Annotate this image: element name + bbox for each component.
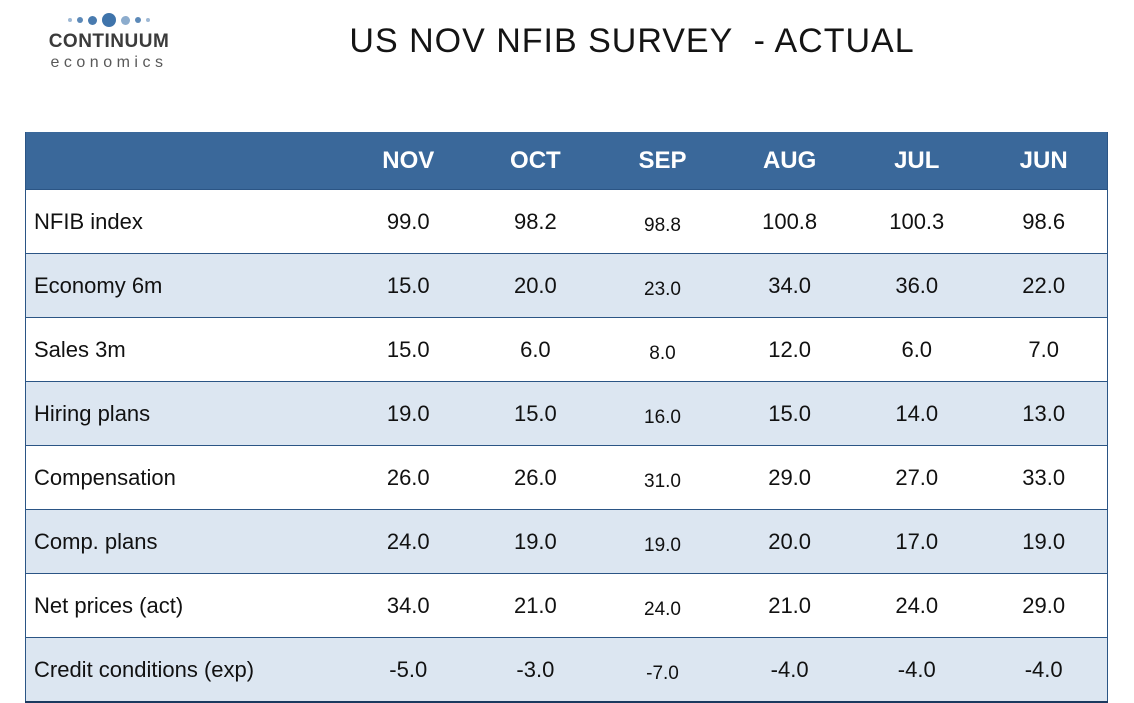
cell-value: 24.0 — [598, 573, 727, 638]
cell-value: 17.0 — [853, 509, 981, 574]
cell-value: 14.0 — [853, 381, 981, 446]
logo-dot-icon — [102, 13, 116, 27]
table-row: Credit conditions (exp) -5.0 -3.0 -7.0 -4.0-… — [25, 637, 1108, 702]
cell-value: 15.0 — [344, 317, 472, 382]
table-header-row: NOV OCT SEP AUG JUL JUN — [25, 132, 1108, 190]
cell-value: -7.0 — [598, 637, 727, 702]
table-row: Compensation 26.0 26.0 31.0 29.0 27.0 33.0 — [25, 445, 1108, 510]
row-label: Sales 3m — [25, 317, 345, 382]
cell-value: 6.0 — [853, 317, 981, 382]
column-header-aug: AUG — [726, 132, 854, 190]
row-label: Hiring plans — [25, 381, 345, 446]
column-header-jun: JUN — [980, 132, 1108, 190]
cell-value: 31.0 — [598, 445, 727, 510]
logo-dots-icon — [44, 12, 174, 28]
column-header-nov: NOV — [344, 132, 472, 190]
table-row: Sales 3m 15.0 6.0 8.0 12.0 6.0 7.0 — [25, 317, 1108, 382]
cell-value: 24.0 — [344, 509, 472, 574]
cell-value: 100.3 — [853, 189, 981, 254]
column-header-oct: OCT — [471, 132, 599, 190]
logo-dot-icon — [77, 17, 83, 23]
cell-value: 27.0 — [853, 445, 981, 510]
cell-value: 12.0 — [726, 317, 854, 382]
cell-value: 26.0 — [471, 445, 599, 510]
cell-value: -5.0 — [344, 637, 472, 702]
cell-value: 19.0 — [344, 381, 472, 446]
cell-value: 98.8 — [598, 189, 727, 254]
cell-value: 24.0 — [853, 573, 981, 638]
cell-value: -4.0 — [853, 637, 981, 702]
cell-value: 19.0 — [471, 509, 599, 574]
cell-value: 98.2 — [471, 189, 599, 254]
cell-value: 98.6 — [980, 189, 1108, 254]
cell-value: 99.0 — [344, 189, 472, 254]
cell-value: 33.0 — [980, 445, 1108, 510]
cell-value: 15.0 — [344, 253, 472, 318]
page-title: US NOV NFIB SURVEY - ACTUAL — [349, 22, 915, 60]
column-header-sep: SEP — [598, 132, 727, 190]
table-row: Comp. plans 24.0 19.0 19.0 20.0 17.0 19.0 — [25, 509, 1108, 574]
cell-value: 29.0 — [726, 445, 854, 510]
logo-dot-icon — [121, 15, 130, 25]
cell-value: 36.0 — [853, 253, 981, 318]
continuum-economics-logo: CONTINUUM economics — [44, 12, 174, 72]
cell-value: 29.0 — [980, 573, 1108, 638]
row-label: Credit conditions (exp) — [25, 637, 345, 702]
logo-dot-icon — [88, 15, 97, 25]
table-row: NFIB index 99.0 98.2 98.8 100.8 100.3 98.6 — [25, 189, 1108, 254]
cell-value: 20.0 — [726, 509, 854, 574]
table-row: Net prices (act) 34.0 21.0 24.0 21.0 24.0 29.0 — [25, 573, 1108, 638]
row-label: Net prices (act) — [25, 573, 345, 638]
logo-dot-icon — [68, 18, 72, 22]
cell-value: 19.0 — [980, 509, 1108, 574]
corner-cell — [25, 132, 345, 190]
cell-value: 34.0 — [344, 573, 472, 638]
row-label: Economy 6m — [25, 253, 345, 318]
cell-value: 8.0 — [598, 317, 727, 382]
row-label: Comp. plans — [25, 509, 345, 574]
cell-value: 100.8 — [726, 189, 854, 254]
logo-dot-icon — [135, 17, 141, 23]
logo-subtitle: economics — [50, 53, 168, 71]
cell-value: 21.0 — [471, 573, 599, 638]
cell-value: 22.0 — [980, 253, 1108, 318]
cell-value: 13.0 — [980, 381, 1108, 446]
cell-value: -4.0 — [980, 637, 1108, 702]
nfib-survey-table: NOV OCT SEP AUG JUL JUN NFIB index 99.0 98.2 98.… — [25, 132, 1108, 703]
row-label: Compensation — [25, 445, 345, 510]
cell-value: 34.0 — [726, 253, 854, 318]
cell-value: 6.0 — [471, 317, 599, 382]
cell-value: 20.0 — [471, 253, 599, 318]
cell-value: 16.0 — [598, 381, 727, 446]
cell-value: 26.0 — [344, 445, 472, 510]
cell-value: -3.0 — [471, 637, 599, 702]
row-label: NFIB index — [25, 189, 345, 254]
cell-value: 7.0 — [980, 317, 1108, 382]
table-row: Economy 6m 15.0 20.0 23.0 34.0 36.0 22.0 — [25, 253, 1108, 318]
table-row: Hiring plans 19.0 15.0 16.0 15.0 14.0 13.0 — [25, 381, 1108, 446]
logo-name: CONTINUUM — [48, 31, 170, 52]
cell-value: 23.0 — [598, 253, 727, 318]
cell-value: 19.0 — [598, 509, 727, 574]
cell-value: 15.0 — [726, 381, 854, 446]
cell-value: 21.0 — [726, 573, 854, 638]
logo-dot-icon — [146, 18, 150, 22]
cell-value: -4.0 — [726, 637, 854, 702]
cell-value: 15.0 — [471, 381, 599, 446]
column-header-jul: JUL — [853, 132, 981, 190]
